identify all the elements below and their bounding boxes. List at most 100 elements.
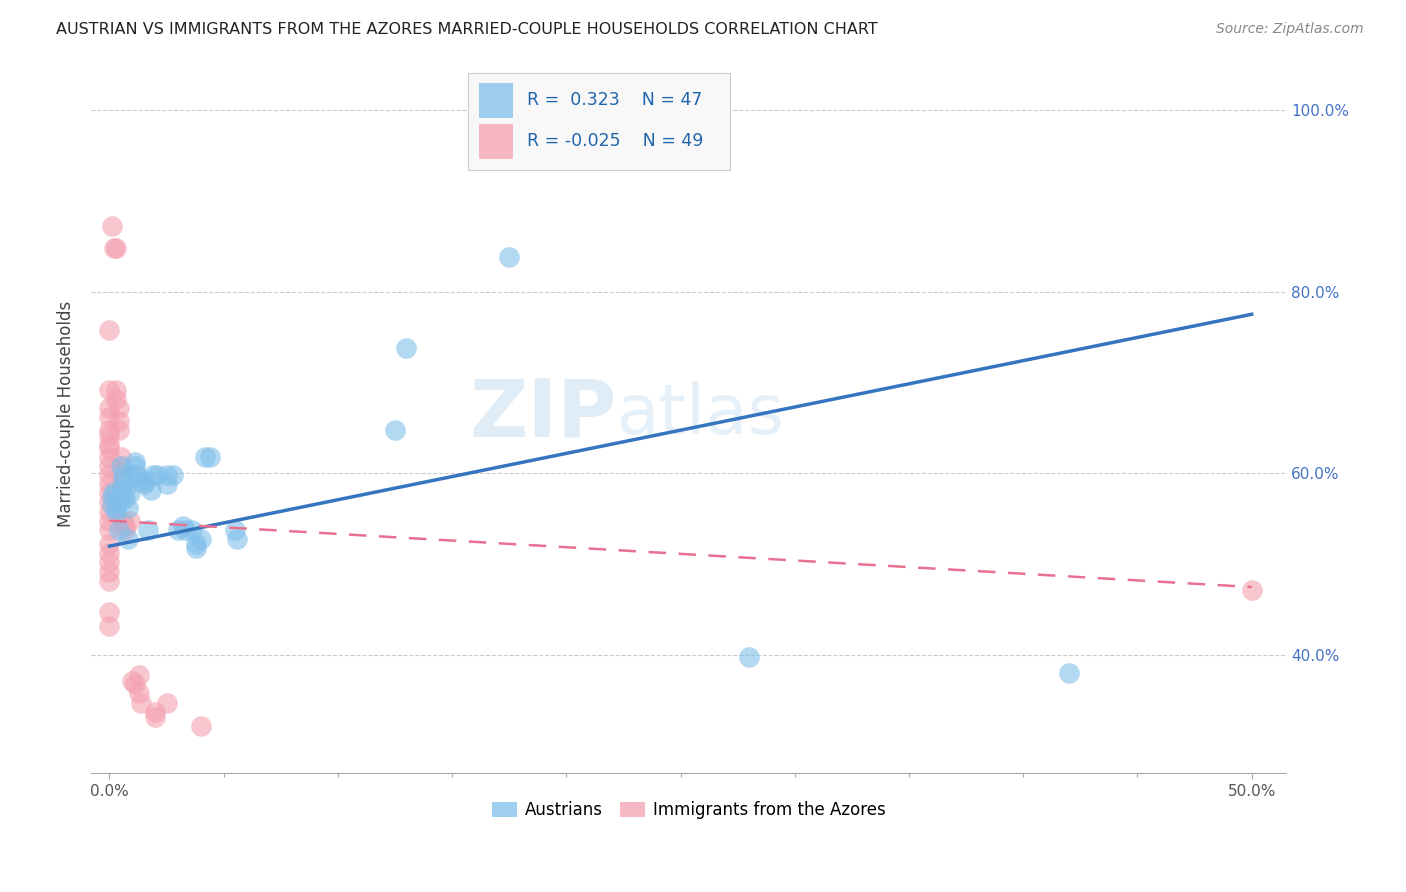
Point [98,565,121,579]
Point [132,477,155,491]
Point [167,523,190,537]
Point [384,423,406,437]
Point [125,468,148,483]
Point [107,495,129,509]
Point [103,484,125,499]
Point [131,696,153,710]
Point [128,668,150,682]
FancyBboxPatch shape [479,83,513,118]
Point [112,474,135,488]
Point [121,468,143,483]
Point [143,705,166,719]
Point [128,474,150,488]
Point [107,423,129,437]
Point [98,537,121,551]
Point [107,523,129,537]
Point [98,486,121,500]
Point [98,546,121,560]
Text: Source: ZipAtlas.com: Source: ZipAtlas.com [1216,22,1364,37]
Point [139,483,162,497]
Point [173,523,195,537]
Text: R = -0.025    N = 49: R = -0.025 N = 49 [527,132,703,151]
Point [98,505,121,519]
Point [180,523,202,537]
Point [110,450,132,464]
Text: AUSTRIAN VS IMMIGRANTS FROM THE AZORES MARRIED-COUPLE HOUSEHOLDS CORRELATION CHA: AUSTRIAN VS IMMIGRANTS FROM THE AZORES M… [56,22,877,37]
Point [98,468,121,483]
Point [1057,666,1080,681]
Point [124,677,146,691]
Point [110,459,132,474]
Point [98,619,121,633]
Point [172,519,194,533]
Point [162,468,184,483]
Point [114,523,136,537]
Text: R =  0.323    N = 47: R = 0.323 N = 47 [527,91,703,110]
Point [155,477,177,491]
Point [226,532,249,546]
Point [98,605,121,619]
Point [103,241,125,255]
Legend: Austrians, Immigrants from the Azores: Austrians, Immigrants from the Azores [485,795,893,826]
Point [98,441,121,455]
Point [98,450,121,464]
Point [105,392,128,406]
Point [98,477,121,491]
Point [155,468,177,483]
Point [146,468,169,483]
Point [100,489,122,503]
Point [128,686,150,700]
Point [105,505,128,519]
Point [110,459,132,474]
Point [186,541,208,555]
Point [112,468,135,483]
Point [155,696,177,710]
Point [98,574,121,588]
Point [190,532,212,546]
Point [114,491,136,506]
FancyBboxPatch shape [479,124,513,159]
Point [224,523,246,537]
Point [142,468,165,483]
Point [124,455,146,469]
Point [112,514,135,528]
Point [190,719,212,733]
Point [98,523,121,537]
Point [98,401,121,415]
Point [186,537,208,551]
Point [98,556,121,570]
Text: atlas: atlas [617,381,785,448]
Point [98,383,121,397]
Point [143,710,166,724]
Point [98,514,121,528]
FancyBboxPatch shape [468,73,730,170]
Point [110,468,132,483]
Point [136,523,159,537]
Point [121,673,143,688]
Point [98,459,121,474]
Point [105,383,128,397]
Point [100,498,122,512]
Point [98,437,121,451]
Point [98,323,121,337]
Point [117,532,139,546]
Point [98,428,121,442]
Point [114,519,136,533]
Point [98,423,121,437]
Y-axis label: Married-couple Households: Married-couple Households [58,301,75,527]
Point [395,341,418,355]
Point [118,514,141,528]
Point [1240,582,1263,597]
Point [107,491,129,506]
Point [198,450,221,464]
Point [118,486,141,500]
Point [498,250,520,264]
Point [98,410,121,425]
Point [105,241,128,255]
Point [738,650,761,665]
Point [105,500,128,515]
Point [110,483,132,497]
Point [117,500,139,515]
Point [114,483,136,497]
Point [124,459,146,474]
